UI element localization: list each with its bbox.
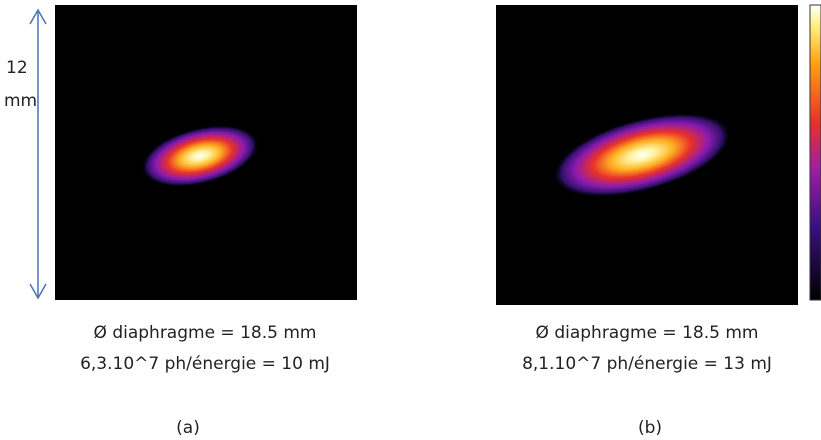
arrow-head bbox=[29, 283, 47, 300]
caption-line: Ø diaphragme = 18.5 mm bbox=[94, 323, 317, 343]
caption-line: 6,3.10^7 ph/énergie = 10 mJ bbox=[80, 354, 330, 374]
caption-line: 8,1.10^7 ph/énergie = 13 mJ bbox=[522, 354, 772, 374]
panel-label: (b) bbox=[638, 418, 662, 438]
beam-spot-b bbox=[552, 112, 732, 198]
arrow-head bbox=[29, 8, 47, 25]
panel-label: (a) bbox=[176, 418, 200, 438]
scale-value: 12 bbox=[6, 58, 28, 78]
scale-unit: mm bbox=[4, 91, 37, 111]
caption-line: Ø diaphragme = 18.5 mm bbox=[536, 323, 759, 343]
colorbar bbox=[809, 4, 821, 301]
beam-spot-a bbox=[141, 125, 259, 187]
